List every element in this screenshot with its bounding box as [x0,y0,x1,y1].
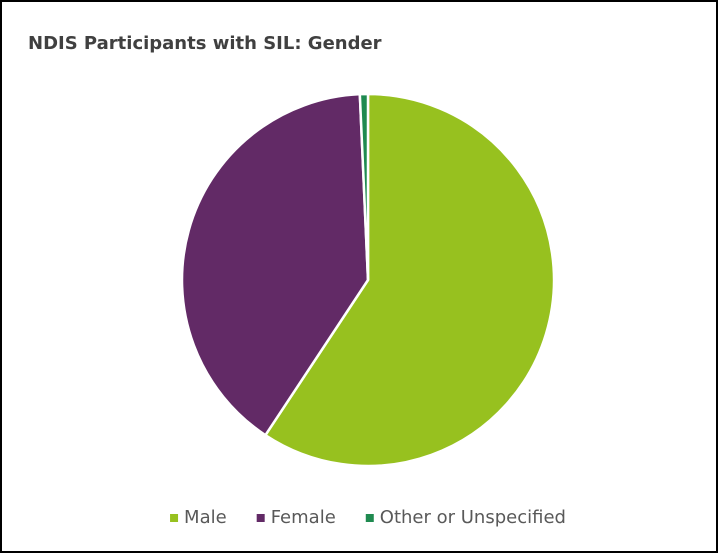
legend-marker [170,514,179,522]
pie-slice [263,92,556,468]
legend-label: Male [184,507,227,528]
chart-title: NDIS Participants with SIL: Gender [28,33,382,54]
legend-label: Other or Unspecified [380,507,566,528]
legend-label: Female [271,507,336,528]
legend-marker [365,514,374,522]
pie-slice [358,92,370,281]
pie-slice [180,92,370,437]
legend-marker [256,514,265,522]
